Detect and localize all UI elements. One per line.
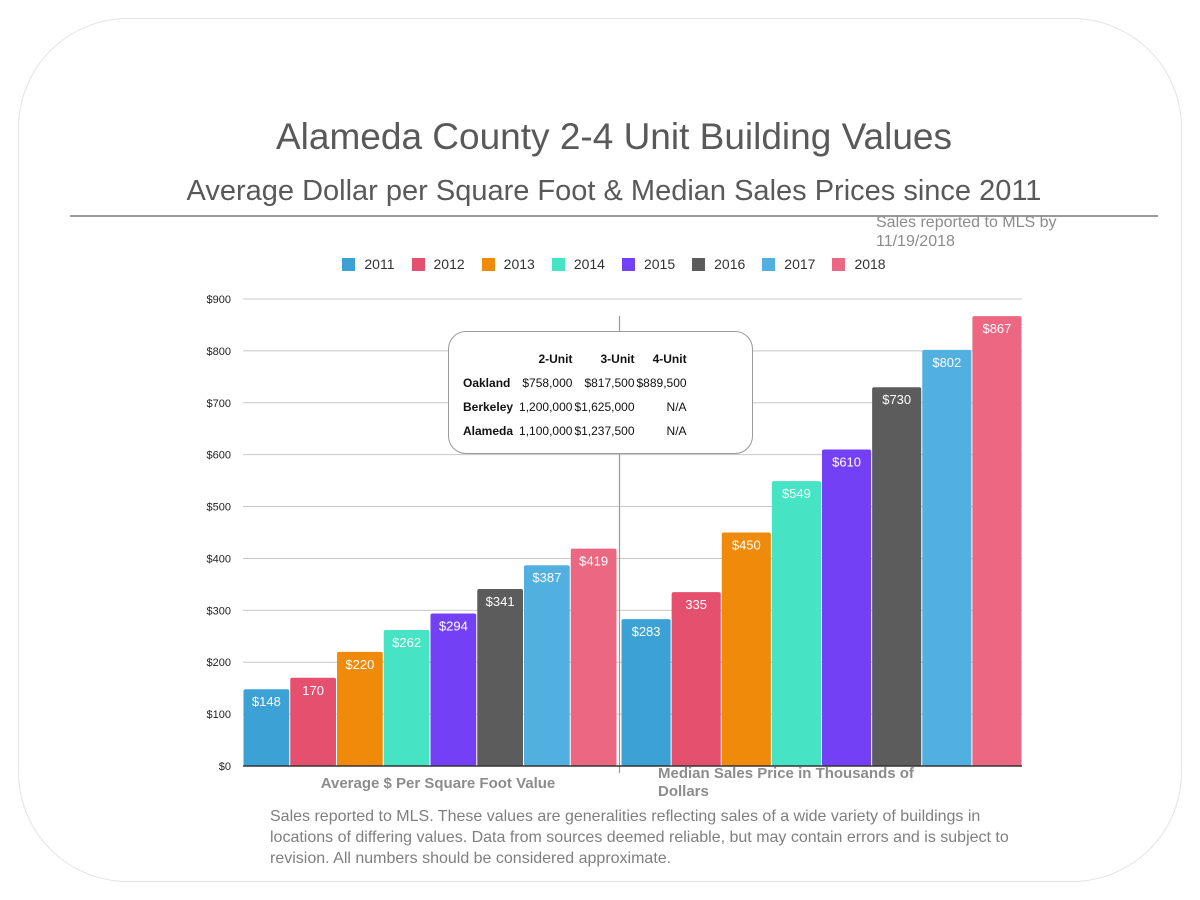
price-table: 2-Unit 3-Unit 4-Unit Oakland $758,000 $8… bbox=[462, 347, 688, 443]
legend-label: 2011 bbox=[364, 256, 395, 272]
bar-2011 bbox=[243, 689, 290, 766]
data-label: 335 bbox=[685, 597, 707, 612]
bar-2013 bbox=[721, 532, 771, 766]
table-row-label: Alameda bbox=[463, 424, 514, 438]
y-tick-label: $700 bbox=[207, 398, 231, 410]
bar-2014 bbox=[383, 630, 430, 766]
bar-2015 bbox=[822, 449, 872, 766]
table-cell: $758,000 bbox=[522, 376, 573, 390]
category-label: Median Sales Price in Thousands of Dollar… bbox=[658, 765, 915, 800]
table-row: Berkeley 1,200,000 $1,625,000 N/A bbox=[462, 395, 688, 419]
y-tick-label: $500 bbox=[207, 502, 231, 514]
bar-2018 bbox=[570, 548, 617, 766]
bar-2018 bbox=[972, 316, 1022, 766]
legend-item-2015: 2015 bbox=[621, 256, 676, 272]
bar-2012 bbox=[290, 677, 336, 766]
bar-2013 bbox=[337, 651, 383, 766]
data-label: $549 bbox=[782, 486, 811, 501]
legend-label: 2016 bbox=[714, 256, 746, 272]
legend-swatch bbox=[481, 257, 495, 271]
legend-item-2016: 2016 bbox=[692, 256, 745, 272]
mls-date-note: Sales reported to MLS by 11/19/2018 bbox=[876, 214, 1057, 250]
data-label: $341 bbox=[486, 594, 515, 609]
footnote: Sales reported to MLS. These values are … bbox=[270, 808, 1009, 867]
legend-swatch bbox=[621, 257, 635, 271]
table-cell: $889,500 bbox=[636, 376, 687, 390]
legend-label: 2014 bbox=[573, 256, 605, 272]
data-label: $867 bbox=[982, 321, 1011, 336]
data-label: $610 bbox=[832, 454, 861, 469]
y-tick-label: $900 bbox=[207, 294, 231, 306]
y-tick-label: $300 bbox=[207, 605, 231, 617]
y-tick-label: $800 bbox=[207, 346, 231, 358]
title-divider bbox=[70, 215, 1158, 217]
y-tick-label: $0 bbox=[219, 761, 231, 773]
legend-label: 2012 bbox=[433, 256, 465, 272]
bar-2016 bbox=[872, 387, 922, 766]
legend-swatch bbox=[551, 257, 565, 271]
table-cell: 1,100,000 bbox=[519, 424, 573, 438]
y-tick-label: $600 bbox=[207, 450, 231, 462]
table-cell: $817,500 bbox=[584, 376, 635, 390]
legend-label: 2018 bbox=[854, 256, 886, 272]
legend-item-2013: 2013 bbox=[481, 256, 535, 272]
data-label: 170 bbox=[302, 683, 324, 698]
table-row: Oakland $758,000 $817,500 $889,500 bbox=[462, 371, 688, 395]
legend-item-2012: 2012 bbox=[411, 256, 465, 272]
table-cell: $1,625,000 bbox=[574, 400, 635, 414]
table-header: 4-Unit bbox=[652, 352, 687, 366]
legend-swatch bbox=[342, 257, 356, 271]
bar-2014 bbox=[771, 481, 821, 766]
y-tick-label: $100 bbox=[207, 709, 231, 721]
legend-label: 2015 bbox=[643, 256, 676, 272]
bar-2016 bbox=[477, 589, 523, 766]
bar-2017 bbox=[524, 565, 570, 766]
bar-2011 bbox=[621, 619, 671, 766]
legend-label: 2013 bbox=[503, 256, 535, 272]
legend-item-2011: 2011 bbox=[342, 256, 395, 272]
data-label: $148 bbox=[252, 694, 281, 709]
legend-label: 2017 bbox=[784, 256, 816, 272]
data-label: $802 bbox=[932, 355, 961, 370]
data-label: $294 bbox=[439, 618, 468, 633]
data-label: $730 bbox=[882, 392, 911, 407]
category-label: Average $ Per Square Foot Value bbox=[321, 775, 556, 792]
legend-swatch bbox=[762, 257, 776, 271]
chart-title: Alameda County 2-4 Unit Building Values bbox=[276, 116, 952, 157]
chart-legend: 2011 2012 2013 2014 2015 2016 2017 2018 bbox=[0, 256, 1200, 272]
table-cell: N/A bbox=[666, 424, 687, 438]
table-row: Alameda 1,100,000 $1,237,500 N/A bbox=[462, 419, 688, 443]
price-table-box: 2-Unit 3-Unit 4-Unit Oakland $758,000 $8… bbox=[448, 331, 753, 454]
legend-swatch bbox=[692, 257, 706, 271]
y-tick-label: $200 bbox=[207, 657, 231, 669]
data-label: $220 bbox=[345, 657, 374, 672]
bar-2017 bbox=[922, 349, 972, 766]
legend-item-2017: 2017 bbox=[762, 256, 815, 272]
table-header: 3-Unit bbox=[600, 352, 635, 366]
data-label: $450 bbox=[732, 538, 761, 553]
table-header: 2-Unit bbox=[538, 352, 573, 366]
table-row-label: Oakland bbox=[463, 376, 511, 390]
data-label: $283 bbox=[632, 624, 661, 639]
table-header-row: 2-Unit 3-Unit 4-Unit bbox=[462, 347, 688, 371]
bar-2012 bbox=[671, 592, 721, 766]
table-cell: $1,237,500 bbox=[574, 424, 635, 438]
chart-subtitle: Average Dollar per Square Foot & Median … bbox=[186, 175, 1042, 207]
data-label: $262 bbox=[392, 635, 421, 650]
legend-swatch bbox=[832, 257, 846, 271]
bar-2015 bbox=[430, 613, 477, 766]
legend-item-2014: 2014 bbox=[551, 256, 605, 272]
legend-item-2018: 2018 bbox=[832, 256, 886, 272]
table-cell: N/A bbox=[666, 400, 687, 414]
y-tick-label: $400 bbox=[207, 553, 231, 565]
table-cell: 1,200,000 bbox=[519, 400, 573, 414]
data-label: $419 bbox=[579, 554, 608, 569]
table-header bbox=[462, 347, 518, 371]
legend-swatch bbox=[411, 257, 425, 271]
data-label: $387 bbox=[532, 570, 561, 585]
table-row-label: Berkeley bbox=[463, 400, 514, 414]
